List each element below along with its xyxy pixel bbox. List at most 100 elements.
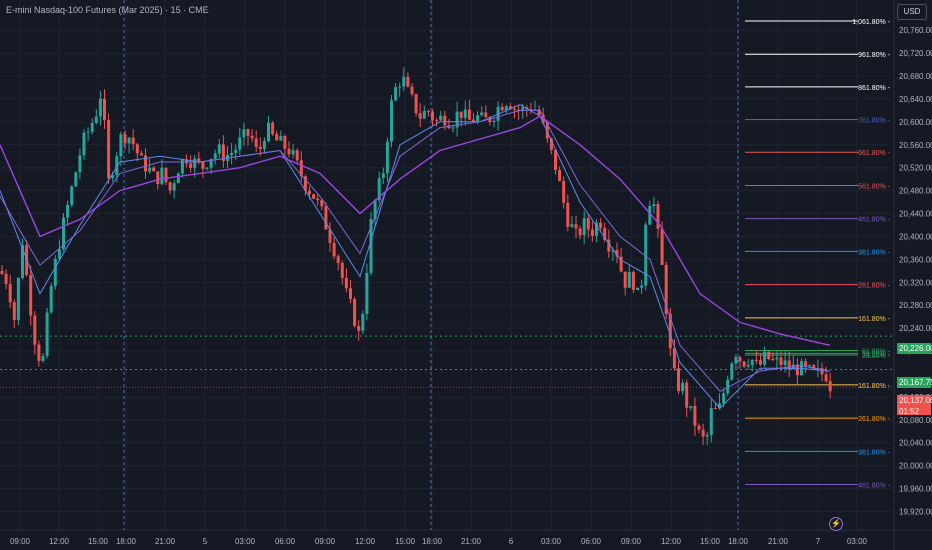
candle-body (160, 168, 163, 184)
fib-level-label: 961.80% - (858, 52, 891, 59)
fib-level-label: 261.80% - (858, 416, 891, 423)
candle-body (357, 326, 360, 331)
candle-body (29, 275, 32, 316)
candle-body (472, 120, 475, 122)
candle-body (501, 107, 504, 110)
time-tick-label: 12:00 (661, 537, 682, 546)
time-tick-label: 03:00 (235, 537, 256, 546)
candle-body (58, 249, 61, 259)
time-tick-label: 12:00 (49, 537, 70, 546)
candle-body (390, 100, 393, 141)
candle-body (743, 361, 746, 366)
price-tick-label: 20,440.00 (899, 210, 932, 219)
candle-body (361, 314, 364, 331)
price-tick-label: 20,520.00 (899, 164, 932, 173)
candle-body (570, 224, 573, 227)
candle-body (673, 348, 676, 368)
candle-body (255, 138, 258, 146)
candle-body (99, 99, 102, 117)
candle-body (406, 77, 409, 87)
candle-body (279, 136, 282, 140)
price-tick-label: 20,600.00 (899, 118, 932, 127)
candle-body (734, 357, 737, 364)
candle-body (710, 408, 713, 435)
fib-level-label: 561.80% - (858, 183, 891, 190)
candle-body (218, 144, 221, 153)
time-tick-label: 18:00 (422, 537, 443, 546)
time-tick-label: 03:00 (847, 537, 868, 546)
candle-body (689, 406, 692, 408)
candle-body (722, 393, 725, 403)
price-tag-level-167: 20,167.75 (897, 377, 931, 388)
time-tick-label: 5 (203, 537, 208, 546)
candle-body (103, 99, 106, 120)
candle-body (296, 150, 299, 160)
candle-body (234, 150, 237, 153)
candle-body (83, 133, 86, 156)
bar-countdown: 01:52 (899, 406, 931, 417)
price-tick-label: 20,360.00 (899, 255, 932, 264)
chart-title: E-mini Nasdaq-100 Futures (Mar 2025) · 1… (6, 5, 209, 15)
price-tag-level-226: 20,226.00 (897, 343, 931, 354)
candle-body (37, 345, 40, 361)
candle-body (251, 136, 254, 139)
time-tick-label: 09:00 (621, 537, 642, 546)
candle-body (693, 406, 696, 426)
candle-body (148, 168, 151, 172)
candle-body (156, 171, 159, 184)
last-price-value: 20,137.00 (899, 395, 931, 406)
candle-body (767, 352, 770, 359)
time-tick-label: 06:00 (275, 537, 296, 546)
candle-body (9, 284, 12, 302)
candle-body (702, 430, 705, 437)
candle-body (784, 360, 787, 365)
candle-body (230, 153, 233, 155)
price-tick-label: 20,480.00 (899, 187, 932, 196)
candle-body (739, 357, 742, 361)
candle-body (214, 154, 217, 159)
candle-body (829, 381, 832, 391)
candle-body (33, 316, 36, 345)
candle-body (599, 223, 602, 228)
candle-body (566, 203, 569, 227)
candle-body (591, 230, 594, 236)
candle-body (771, 359, 774, 360)
candle-body (341, 263, 344, 278)
candle-body (181, 159, 184, 173)
price-tick-label: 20,680.00 (899, 72, 932, 81)
time-tick-label: 06:00 (581, 537, 602, 546)
currency-button[interactable]: USD (897, 4, 927, 20)
candle-body (657, 204, 660, 229)
candle-body (640, 285, 643, 287)
lightning-icon[interactable]: ⚡ (829, 517, 843, 531)
fib-level-label: 161.80% - (858, 316, 891, 323)
candle-body (579, 228, 582, 235)
candle-body (308, 191, 311, 194)
candle-body (70, 186, 73, 204)
candle-body (661, 229, 664, 265)
candle-body (193, 158, 196, 168)
candle-body (173, 183, 176, 190)
fib-level-label: 23.60% - (862, 353, 891, 360)
candle-body (87, 132, 90, 133)
candle-body (427, 111, 430, 112)
price-tick-label: 20,400.00 (899, 232, 932, 241)
candle-body (808, 365, 811, 366)
candle-body (464, 109, 467, 117)
candle-body (46, 312, 49, 356)
candle-body (394, 87, 397, 100)
candle-body (165, 168, 168, 182)
candle-body (751, 360, 754, 365)
candle-body (267, 123, 270, 141)
candle-body (636, 288, 639, 290)
candle-body (107, 120, 110, 178)
candle-body (398, 87, 401, 88)
candle-body (74, 172, 77, 186)
time-tick-label: 21:00 (461, 537, 482, 546)
candle-body (443, 116, 446, 126)
time-tick-label: 12:00 (355, 537, 376, 546)
candle-body (386, 142, 389, 174)
candle-body (242, 129, 245, 137)
